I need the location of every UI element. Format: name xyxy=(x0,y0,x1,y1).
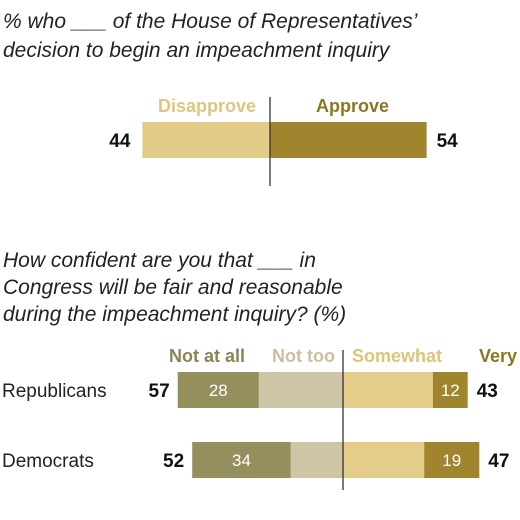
legend-not-at-all: Not at all xyxy=(169,346,245,366)
bar-republicans-very xyxy=(432,372,468,408)
legend-very: Very xyxy=(479,346,517,366)
bar-republicans-not-too xyxy=(258,372,343,408)
bar-democrats-not-at-all xyxy=(192,442,291,478)
legend-disapprove: Disapprove xyxy=(158,96,256,116)
row-label-democrats: Democrats xyxy=(2,451,94,472)
row-label-republicans: Republicans xyxy=(2,381,107,402)
chart2-title-line-3: during the impeachment inquiry? (%) xyxy=(3,303,346,326)
total-confident-democrats: 47 xyxy=(488,451,509,472)
value-disapprove: 44 xyxy=(109,131,131,152)
bar-republicans-somewhat xyxy=(343,372,433,408)
label-republicans-not-at-all: 28 xyxy=(209,381,228,400)
chart2-title-line-1: How confident are you that ___ in xyxy=(3,249,316,272)
chart2-plot: 28 12 Republicans 57 43 34 19 Democrats 52 47 Not … xyxy=(2,346,517,490)
value-approve: 54 xyxy=(437,131,459,152)
chart1-plot: Disapprove Approve 44 54 xyxy=(109,96,458,186)
total-not-confident-republicans: 57 xyxy=(149,381,170,402)
chart1-title-line-1: % who ___ of the House of Representative… xyxy=(3,10,418,33)
label-democrats-not-at-all: 34 xyxy=(232,451,251,470)
label-democrats-very: 19 xyxy=(442,451,461,470)
bar-disapprove xyxy=(142,122,270,158)
legend-somewhat: Somewhat xyxy=(352,346,442,366)
bar-democrats-not-too xyxy=(290,442,343,478)
chart1-title-line-2: decision to begin an impeachment inquiry xyxy=(3,39,391,62)
bar-democrats-somewhat xyxy=(343,442,425,478)
bar-democrats-very xyxy=(424,442,480,478)
total-not-confident-democrats: 52 xyxy=(163,451,184,472)
legend-not-too: Not too xyxy=(272,346,335,366)
bar-republicans-not-at-all xyxy=(177,372,259,408)
label-republicans-very: 12 xyxy=(441,381,460,400)
total-confident-republicans: 43 xyxy=(477,381,498,402)
chart2-title-line-2: Congress will be fair and reasonable xyxy=(3,276,343,299)
bar-approve xyxy=(270,122,427,158)
legend-approve: Approve xyxy=(316,96,389,116)
